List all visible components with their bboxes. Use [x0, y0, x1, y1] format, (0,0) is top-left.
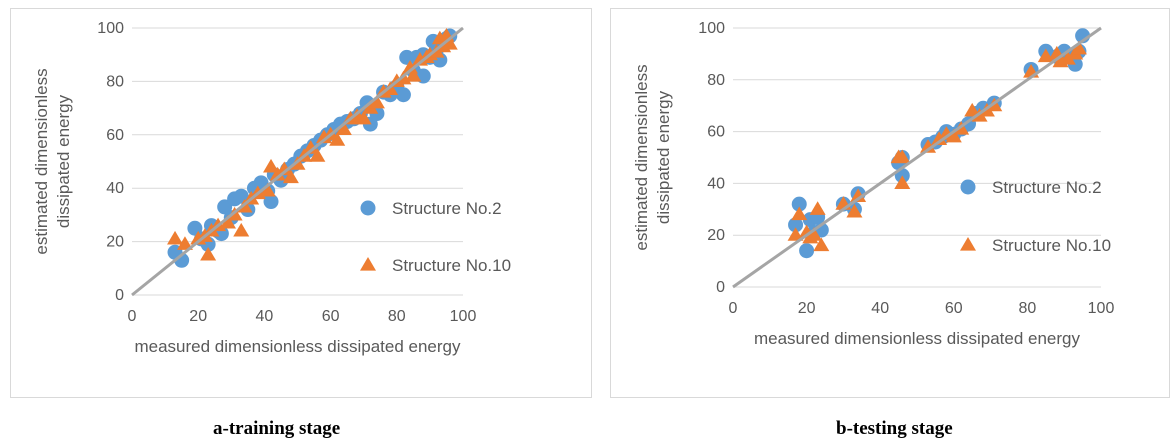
- x-tick-label: 80: [1019, 300, 1037, 317]
- data-point-triangle: [329, 132, 346, 146]
- data-point-triangle: [355, 110, 372, 125]
- data-point-triangle: [309, 148, 326, 162]
- y-axis-title-line: dissipated energy: [654, 90, 673, 224]
- legend-label: Structure No.2: [392, 199, 502, 218]
- y-axis-title: estimated dimensionless dissipated energy: [632, 64, 673, 250]
- data-point-triangle: [176, 236, 193, 250]
- data-point-triangle: [167, 230, 184, 245]
- x-tick-label: 80: [388, 308, 406, 325]
- y-tick-label: 100: [698, 20, 725, 37]
- x-tick-label: 100: [450, 308, 477, 325]
- legend-marker-circle: [360, 200, 376, 216]
- chart-testing: 0 20 40 60 80 100 0 20 40 60 80 100 measured dimensi…: [610, 8, 1170, 398]
- chart-training-svg: 0 20 40 60 80 100 0 20 40 60 80 100 measured dimensi…: [32, 20, 511, 356]
- x-tick-label: 60: [945, 300, 963, 317]
- y-tick-label: 20: [106, 234, 124, 251]
- data-point-circle: [788, 217, 804, 233]
- data-point-triangle: [813, 237, 830, 252]
- data-point-triangle: [360, 257, 376, 271]
- y-tick-label: 40: [106, 180, 124, 197]
- reference-line: [732, 26, 1102, 289]
- data-point-triangle: [282, 169, 299, 184]
- data-point-triangle: [1070, 40, 1087, 55]
- y-tick-label: 80: [106, 73, 124, 90]
- series-2: [167, 28, 458, 261]
- data-point-triangle: [846, 203, 863, 218]
- y-tick-label: 20: [707, 227, 725, 244]
- data-point-triangle: [276, 161, 293, 176]
- reference-line: [131, 26, 464, 297]
- x-tick-label: 60: [322, 308, 340, 325]
- x-tick-label: 20: [189, 308, 207, 325]
- y-axis-title-line: estimated dimensionless: [632, 64, 651, 250]
- legend: Structure No.2 Structure No.10: [960, 178, 1111, 255]
- data-point-circle: [263, 194, 279, 210]
- y-tick-label: 80: [707, 72, 725, 89]
- data-point-triangle: [894, 175, 911, 189]
- legend-label: Structure No.10: [392, 256, 511, 275]
- x-tick-label: 20: [798, 300, 816, 317]
- caption-training: a-training stage: [213, 418, 341, 439]
- x-tick-label: 40: [871, 300, 889, 317]
- data-point-triangle: [335, 121, 352, 136]
- y-tick-label: 0: [115, 287, 124, 304]
- legend-marker-circle: [960, 179, 976, 195]
- data-point-triangle: [850, 188, 867, 202]
- x-tick-label: 40: [256, 308, 274, 325]
- data-point-circle: [395, 87, 411, 103]
- data-point-triangle: [809, 201, 826, 215]
- chart-testing-svg: 0 20 40 60 80 100 0 20 40 60 80 100 measured dimensi…: [632, 20, 1115, 348]
- data-point-triangle: [894, 149, 911, 164]
- data-point-triangle: [405, 68, 422, 82]
- y-axis-title-line: estimated dimensionless: [32, 68, 51, 254]
- legend: Structure No.2 Structure No.10: [360, 199, 511, 275]
- data-point-circle: [791, 196, 807, 212]
- data-point-triangle: [259, 182, 276, 197]
- y-tick-label: 60: [106, 127, 124, 144]
- data-point-triangle: [263, 158, 280, 173]
- data-point-triangle: [791, 206, 808, 221]
- data-point-triangle: [302, 140, 319, 154]
- x-tick-label: 0: [128, 308, 137, 325]
- x-axis-title: measured dimensionless dissipated energy: [754, 329, 1081, 348]
- data-point-circle: [217, 199, 233, 215]
- legend-label: Structure No.10: [992, 236, 1111, 255]
- x-tick-label: 100: [1088, 300, 1115, 317]
- data-point-triangle: [368, 94, 385, 109]
- y-tick-label: 0: [716, 279, 725, 296]
- legend-label: Structure No.2: [992, 178, 1102, 197]
- data-point-triangle: [441, 36, 458, 50]
- data-point-triangle: [920, 139, 937, 153]
- x-tick-label: 0: [729, 300, 738, 317]
- data-point-triangle: [1059, 51, 1076, 65]
- y-axis-title: estimated dimensionless dissipated energy: [32, 68, 73, 254]
- caption-testing: b-testing stage: [836, 418, 953, 439]
- data-point-triangle: [233, 222, 250, 237]
- y-tick-label: 100: [97, 20, 124, 37]
- y-tick-label: 40: [707, 175, 725, 192]
- y-tick-label: 60: [707, 124, 725, 141]
- data-point-triangle: [805, 227, 822, 241]
- y-axis-title-line: dissipated energy: [54, 94, 73, 228]
- data-point-triangle: [219, 214, 236, 229]
- data-point-triangle: [200, 246, 217, 261]
- series-2: [787, 40, 1087, 252]
- chart-training: 0 20 40 60 80 100 0 20 40 60 80 100 measured dimensi…: [10, 8, 592, 398]
- data-point-triangle: [960, 237, 976, 251]
- data-point-circle: [799, 243, 815, 259]
- data-point-triangle: [931, 131, 948, 145]
- x-axis-title: measured dimensionless dissipated energy: [134, 337, 461, 356]
- data-point-triangle: [945, 128, 962, 143]
- data-point-triangle: [964, 102, 981, 117]
